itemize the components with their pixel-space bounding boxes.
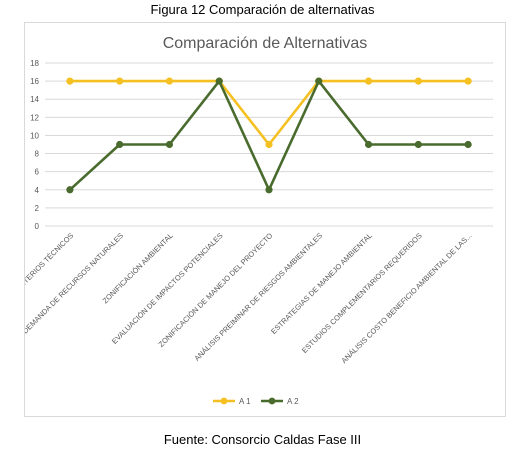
data-point <box>116 140 124 149</box>
series-2 <box>66 77 472 194</box>
data-point <box>165 140 174 149</box>
y-tick-label: 10 <box>30 131 39 140</box>
y-tick-label: 8 <box>35 150 40 159</box>
data-point <box>414 140 422 149</box>
y-tick-label: 18 <box>30 59 39 68</box>
legend-item-1: A 1 <box>213 397 251 406</box>
x-tick-label: ESTRATEGIAS DE MANEJO AMBIENTAL <box>269 231 374 336</box>
data-point <box>66 186 74 194</box>
data-point <box>315 77 323 85</box>
legend-marker <box>268 397 276 405</box>
data-point <box>265 186 273 194</box>
y-tick-label: 4 <box>35 186 40 195</box>
data-point <box>364 140 373 149</box>
data-point <box>464 140 472 149</box>
data-point <box>66 77 74 85</box>
figure-caption: Figura 12 Comparación de alternativas <box>150 2 375 17</box>
data-point <box>414 77 422 85</box>
x-tick-label: ZONIFICACIÓN DE MANEJO DEL PROYECTO <box>157 231 275 349</box>
y-tick-label: 0 <box>35 222 40 231</box>
legend-marker <box>220 397 228 405</box>
y-tick-label: 2 <box>35 204 40 213</box>
x-tick-label: DEMANDA DE RECURSOS NATURALES <box>25 231 125 335</box>
legend-label: A 2 <box>287 397 299 406</box>
y-tick-label: 16 <box>30 77 39 86</box>
legend: A 1 A 2 <box>213 397 299 406</box>
y-tick-label: 14 <box>30 95 39 104</box>
legend-item-2: A 2 <box>261 397 299 406</box>
source-caption: Fuente: Consorcio Caldas Fase III <box>163 432 362 447</box>
y-tick-label: 6 <box>35 168 40 177</box>
chart-title: Comparación de Alternativas <box>163 35 368 52</box>
data-point <box>116 77 124 85</box>
y-axis-ticks: 0 2 4 6 8 10 12 14 16 18 <box>30 59 39 231</box>
data-point <box>364 77 373 85</box>
chart-frame: Comparación de Alternativas 0 2 4 6 8 10 12 14 1… <box>24 22 506 417</box>
data-point <box>265 140 273 149</box>
grid-lines <box>45 62 493 227</box>
y-tick-label: 12 <box>30 113 39 122</box>
data-point <box>215 77 223 85</box>
legend-label: A 1 <box>239 397 251 406</box>
data-point <box>165 77 174 85</box>
x-tick-label: EVALUACIÓN DE IMPACTOS POTENCIALES <box>110 231 225 346</box>
data-point <box>464 77 472 85</box>
line-chart: Comparación de Alternativas 0 2 4 6 8 10 12 14 1… <box>25 35 493 406</box>
series-group <box>66 77 472 194</box>
series-1 <box>66 77 472 149</box>
